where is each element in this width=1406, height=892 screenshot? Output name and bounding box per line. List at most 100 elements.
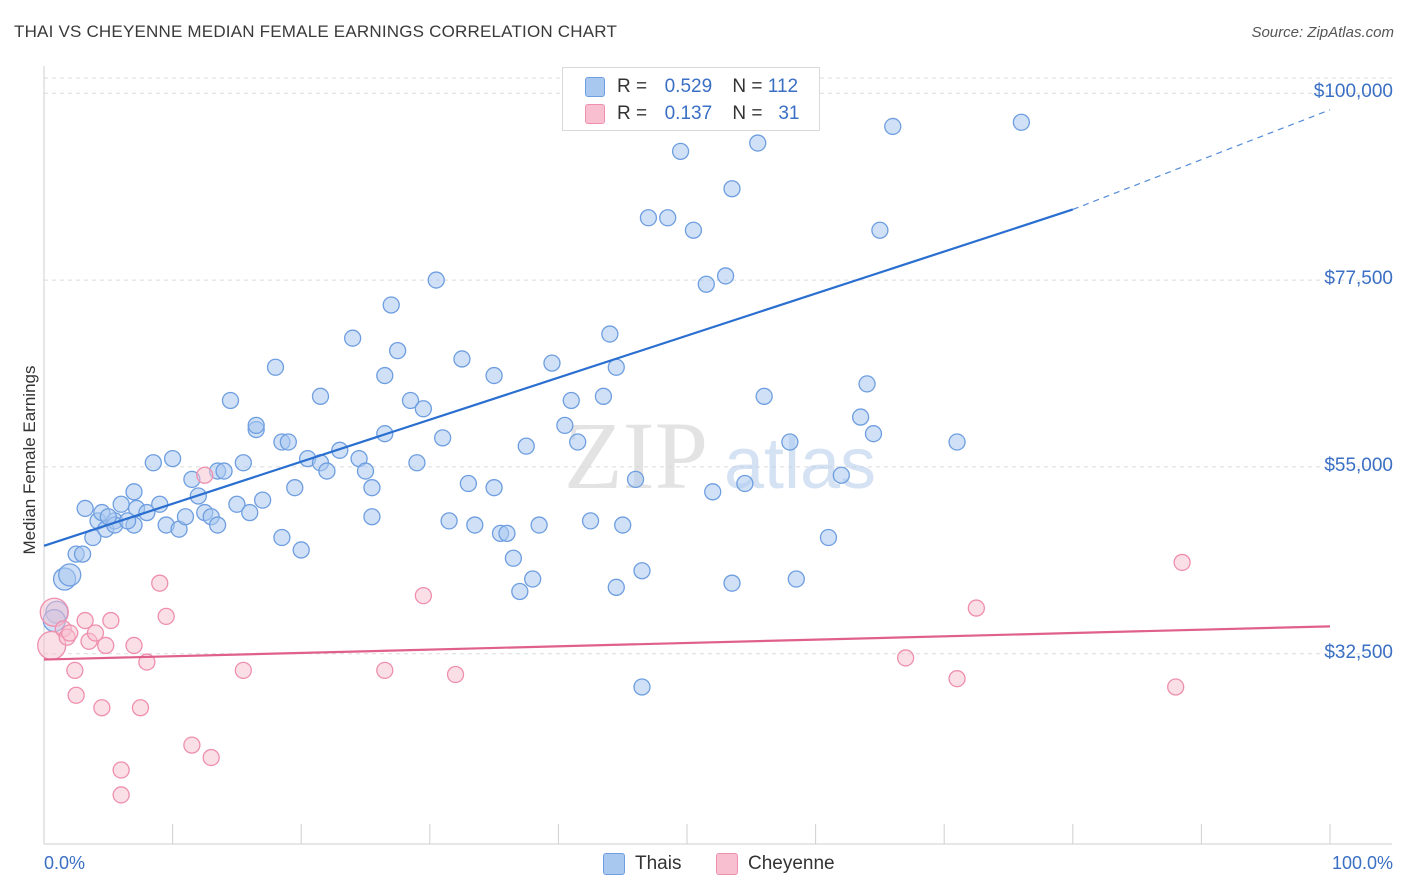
thais-r-label: R = — [617, 76, 648, 97]
thais-point — [125, 483, 143, 501]
thais-point — [639, 209, 658, 227]
thais-point — [723, 180, 741, 198]
thais-trend-extension — [1072, 109, 1331, 211]
thais-point — [556, 416, 574, 435]
legend-cheyenne[interactable]: Cheyenne — [716, 851, 835, 877]
y-axis-label: Median Female Earnings — [20, 365, 39, 555]
cheyenne-point — [61, 624, 79, 642]
thais-point — [626, 470, 645, 489]
thais-point — [517, 437, 535, 455]
legend-cheyenne-label: Cheyenne — [748, 853, 835, 874]
thais-point — [819, 528, 838, 547]
y-tick-label: $55,000 — [1324, 454, 1393, 476]
thais-point — [504, 549, 523, 567]
thais-point — [363, 479, 381, 497]
thais-point — [253, 491, 272, 509]
cheyenne-point — [39, 597, 69, 627]
legend-thais[interactable]: Thais — [603, 851, 681, 877]
thais-point — [414, 400, 433, 418]
thais-point — [697, 275, 715, 293]
thais-point — [427, 271, 445, 289]
cheyenne-r-label: R = — [617, 103, 648, 124]
cheyenne-point — [414, 586, 433, 605]
thais-point — [176, 508, 195, 526]
cheyenne-point — [196, 466, 214, 484]
y-tick-label: $77,500 — [1324, 268, 1393, 290]
thais-point — [266, 358, 285, 376]
cheyenne-point — [896, 649, 915, 667]
cheyenne-series — [37, 466, 1191, 804]
thais-point — [286, 479, 304, 497]
thais-point — [331, 441, 349, 459]
cheyenne-point — [1173, 553, 1191, 572]
thais-point — [466, 516, 484, 534]
thais-point — [858, 375, 876, 393]
x-tick-min: 0.0% — [44, 853, 86, 873]
thais-point — [292, 541, 310, 559]
cheyenne-trend-line — [43, 625, 1331, 661]
thais-point — [543, 354, 561, 372]
thais-point — [228, 495, 246, 513]
chart-title: THAI VS CHEYENNE MEDIAN FEMALE EARNINGS … — [14, 22, 618, 41]
thais-point — [112, 495, 130, 513]
thais-point — [58, 563, 82, 587]
thais-point — [356, 462, 375, 480]
thais-point — [76, 499, 94, 518]
thais-point — [485, 479, 503, 497]
thais-point — [569, 433, 587, 451]
thais-series — [42, 113, 1031, 696]
thais-point — [562, 391, 580, 410]
stats-legend-thais: R = 0.529 N = 112 — [585, 75, 798, 99]
trend-lines — [43, 109, 1331, 661]
thais-point — [671, 142, 690, 160]
legend-cheyenne-swatch — [716, 853, 738, 875]
watermark-atlas: atlas — [724, 424, 876, 504]
thais-point — [363, 508, 381, 526]
cheyenne-point — [948, 670, 966, 688]
source-label: Source: ZipAtlas.com — [1251, 24, 1394, 41]
thais-point — [208, 516, 227, 534]
thais-point — [755, 387, 773, 405]
thais-point — [279, 433, 297, 451]
cheyenne-n-label: N = — [732, 103, 763, 124]
cheyenne-point — [86, 624, 105, 642]
x-tick-max: 100.0% — [1331, 853, 1393, 873]
cheyenne-point — [112, 761, 130, 779]
thais-point — [73, 545, 92, 563]
thais-point — [382, 296, 400, 314]
thais-point — [781, 433, 799, 451]
thais-point — [318, 462, 336, 480]
thais-point — [633, 678, 651, 696]
cheyenne-point — [183, 736, 201, 754]
thais-point — [401, 391, 420, 410]
watermark-zip: ZIP — [564, 402, 708, 509]
thais-point — [241, 503, 259, 522]
thais-point — [832, 466, 850, 484]
thais-point — [684, 221, 703, 239]
thais-point — [459, 474, 478, 493]
thais-point — [311, 387, 330, 405]
thais-point — [736, 474, 754, 493]
thais-point — [163, 449, 182, 468]
thais-point — [453, 350, 471, 368]
thais-point — [614, 516, 632, 534]
thais-point — [498, 524, 516, 542]
thais-point — [704, 483, 722, 501]
cheyenne-point — [446, 665, 465, 684]
thais-trend-line — [43, 208, 1074, 547]
cheyenne-point — [967, 599, 985, 617]
thais-point — [234, 454, 252, 472]
cheyenne-point — [157, 607, 175, 626]
cheyenne-point — [97, 636, 115, 655]
cheyenne-point — [76, 611, 94, 630]
thais-point — [601, 325, 619, 343]
thais-r-value: 0.529 — [664, 76, 713, 97]
thais-point — [511, 582, 529, 601]
cheyenne-point — [112, 786, 130, 804]
thais-point — [485, 366, 503, 385]
thais-point — [851, 408, 870, 426]
thais-point — [530, 516, 548, 534]
thais-point — [376, 366, 394, 385]
cheyenne-point — [93, 699, 111, 717]
stats-legend: R = 0.529 N = 112 R = 0.137 N = 31 — [562, 67, 820, 131]
